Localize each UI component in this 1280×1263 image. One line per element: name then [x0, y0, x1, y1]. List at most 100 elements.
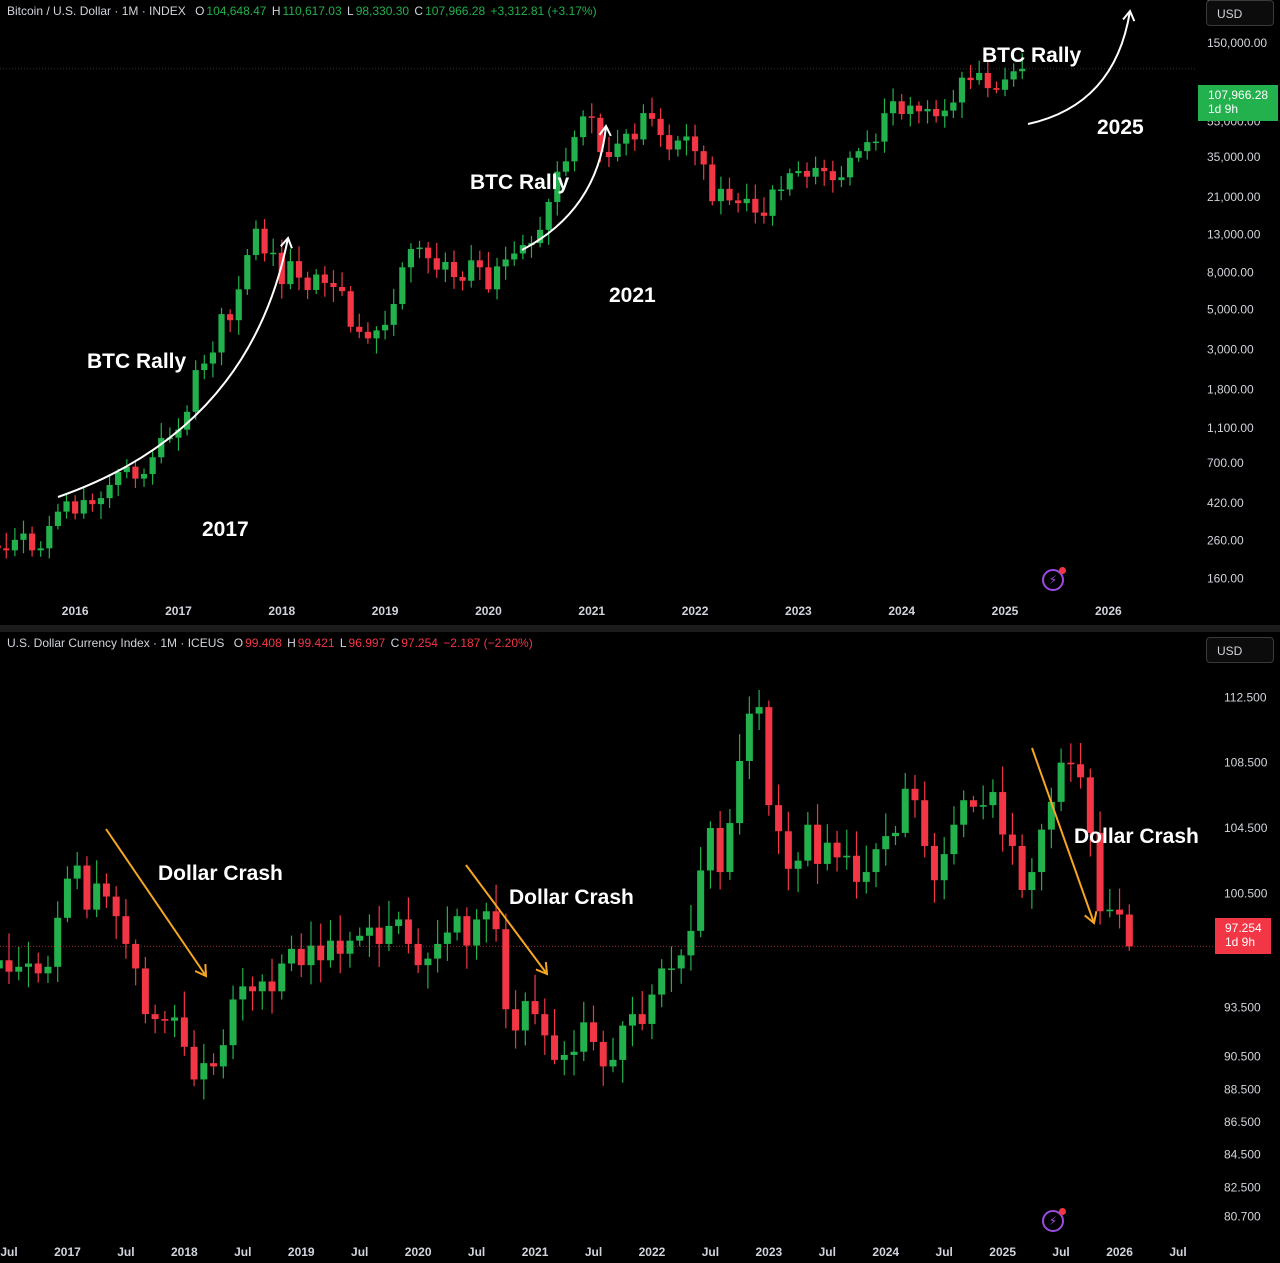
candle-body: [677, 955, 685, 969]
x-tick-label: 2020: [475, 604, 502, 618]
candle-body: [249, 986, 257, 992]
candle-body: [399, 267, 406, 305]
x-tick-label: 2023: [785, 604, 812, 618]
dollar-crash-label-3: Dollar Crash: [1074, 825, 1199, 848]
candle-body: [950, 102, 957, 111]
candle-body: [960, 800, 968, 825]
candle-body: [132, 466, 139, 479]
candle-body: [476, 260, 483, 268]
candle-body: [889, 101, 897, 114]
rally-arrow-1-head: [280, 236, 293, 249]
candle-body: [941, 110, 948, 117]
x-tick-label: 2023: [755, 1245, 782, 1259]
candle-body: [804, 824, 812, 861]
y-tick-label: 82.500: [1224, 1180, 1261, 1194]
y-tick-label: 160.00: [1207, 572, 1244, 586]
pane-separator[interactable]: [0, 625, 1280, 632]
candle-body: [786, 173, 793, 190]
btc-currency-button[interactable]: USD: [1206, 0, 1274, 26]
candle-body: [404, 919, 412, 944]
x-tick-label: 2019: [372, 604, 399, 618]
candle-body: [843, 855, 851, 858]
candle-body: [1057, 762, 1065, 802]
x-tick-label: Jul: [702, 1245, 719, 1259]
candle-body: [784, 831, 792, 869]
x-tick-label: Jul: [117, 1245, 134, 1259]
candle-body: [631, 133, 638, 140]
dxy-chart-pane[interactable]: 112.500 108.500 104.500 100.500 93.500 90.500…: [0, 632, 1280, 1263]
x-tick-label: 2026: [1106, 1245, 1133, 1259]
candle-body: [141, 968, 149, 1015]
y-tick-label: 112.500: [1224, 690, 1267, 704]
dxy-currency-button[interactable]: USD: [1206, 637, 1274, 663]
x-tick-label: 2021: [578, 604, 605, 618]
candle-body: [502, 259, 509, 267]
candle-body: [580, 116, 587, 138]
btc-legend: Bitcoin / U.S. Dollar · 1M · INDEX O 104,…: [7, 4, 599, 18]
candle-body: [288, 948, 296, 964]
dxy-candlestick-chart[interactable]: 112.500 108.500 104.500 100.500 93.500 90.500…: [0, 632, 1280, 1263]
candle-body: [373, 330, 380, 339]
x-tick-label: 2018: [171, 1245, 198, 1259]
dxy-low-key: L: [339, 636, 347, 650]
candle-body: [717, 188, 724, 202]
x-tick-label: Jul: [1052, 1245, 1069, 1259]
candle-body: [521, 1001, 529, 1031]
y-tick-label: 84.500: [1224, 1148, 1261, 1162]
dxy-symbol-label[interactable]: U.S. Dollar Currency Index · 1M · ICEUS: [7, 636, 225, 650]
x-tick-label: 2020: [405, 1245, 432, 1259]
candle-body: [855, 151, 862, 158]
candle-body: [967, 77, 974, 81]
dxy-high-value: 99.421: [297, 636, 335, 650]
candle-body: [683, 136, 690, 141]
candle-body: [28, 533, 36, 551]
candle-body: [599, 1041, 607, 1067]
candle-body: [872, 849, 880, 873]
year-label-2017: 2017: [202, 518, 249, 541]
candle-body: [570, 1051, 578, 1055]
candle-body: [560, 1054, 568, 1060]
candle-body: [54, 917, 62, 967]
candle-body: [140, 473, 148, 479]
candle-body: [44, 966, 52, 974]
btc-rally-label-1: BTC Rally: [87, 350, 187, 373]
candle-body: [258, 981, 266, 992]
btc-candlestick-chart[interactable]: 250,000.00150,000.0055,000.0035,000.0021…: [0, 0, 1280, 625]
y-tick-label: 90.500: [1224, 1050, 1261, 1064]
candle-body: [999, 792, 1007, 835]
candle-body: [433, 258, 440, 270]
x-tick-label: 2024: [888, 604, 915, 618]
candle-body: [872, 141, 879, 144]
candle-body: [846, 157, 854, 178]
y-tick-label: 104.500: [1224, 821, 1268, 835]
btc-open-value: 104,648.47: [206, 4, 267, 18]
x-tick-label: Jul: [585, 1245, 602, 1259]
candle-body: [132, 943, 140, 969]
candle-body: [531, 1001, 539, 1015]
btc-symbol-label[interactable]: Bitcoin / U.S. Dollar · 1M · INDEX: [7, 4, 186, 18]
lightning-icon[interactable]: ⚡: [1042, 567, 1066, 591]
y-tick-label: 8,000.00: [1207, 266, 1254, 280]
y-tick-label: 700.00: [1207, 456, 1244, 470]
candle-body: [736, 761, 744, 824]
y-tick-label: 88.500: [1224, 1082, 1261, 1096]
candle-body: [151, 1014, 159, 1020]
candle-body: [115, 472, 122, 485]
candle-body: [73, 865, 81, 879]
lightning-icon[interactable]: ⚡: [1042, 1208, 1066, 1232]
candle-body: [89, 500, 96, 505]
btc-last-price-tag: 107,966.28 1d 9h: [1198, 85, 1278, 121]
candle-body: [218, 314, 225, 353]
candle-body: [227, 314, 234, 321]
y-tick-label: 80.700: [1224, 1210, 1261, 1224]
candle-body: [307, 945, 315, 966]
candle-body: [829, 171, 836, 181]
candle-body: [424, 958, 432, 966]
candle-body: [80, 500, 87, 514]
btc-close-key: C: [414, 4, 424, 18]
candle-body: [778, 189, 785, 192]
y-tick-label: 420.00: [1207, 496, 1244, 510]
x-tick-label: 2024: [872, 1245, 899, 1259]
btc-chart-pane[interactable]: 250,000.00150,000.0055,000.0035,000.0021…: [0, 0, 1280, 625]
candle-body: [192, 370, 199, 412]
